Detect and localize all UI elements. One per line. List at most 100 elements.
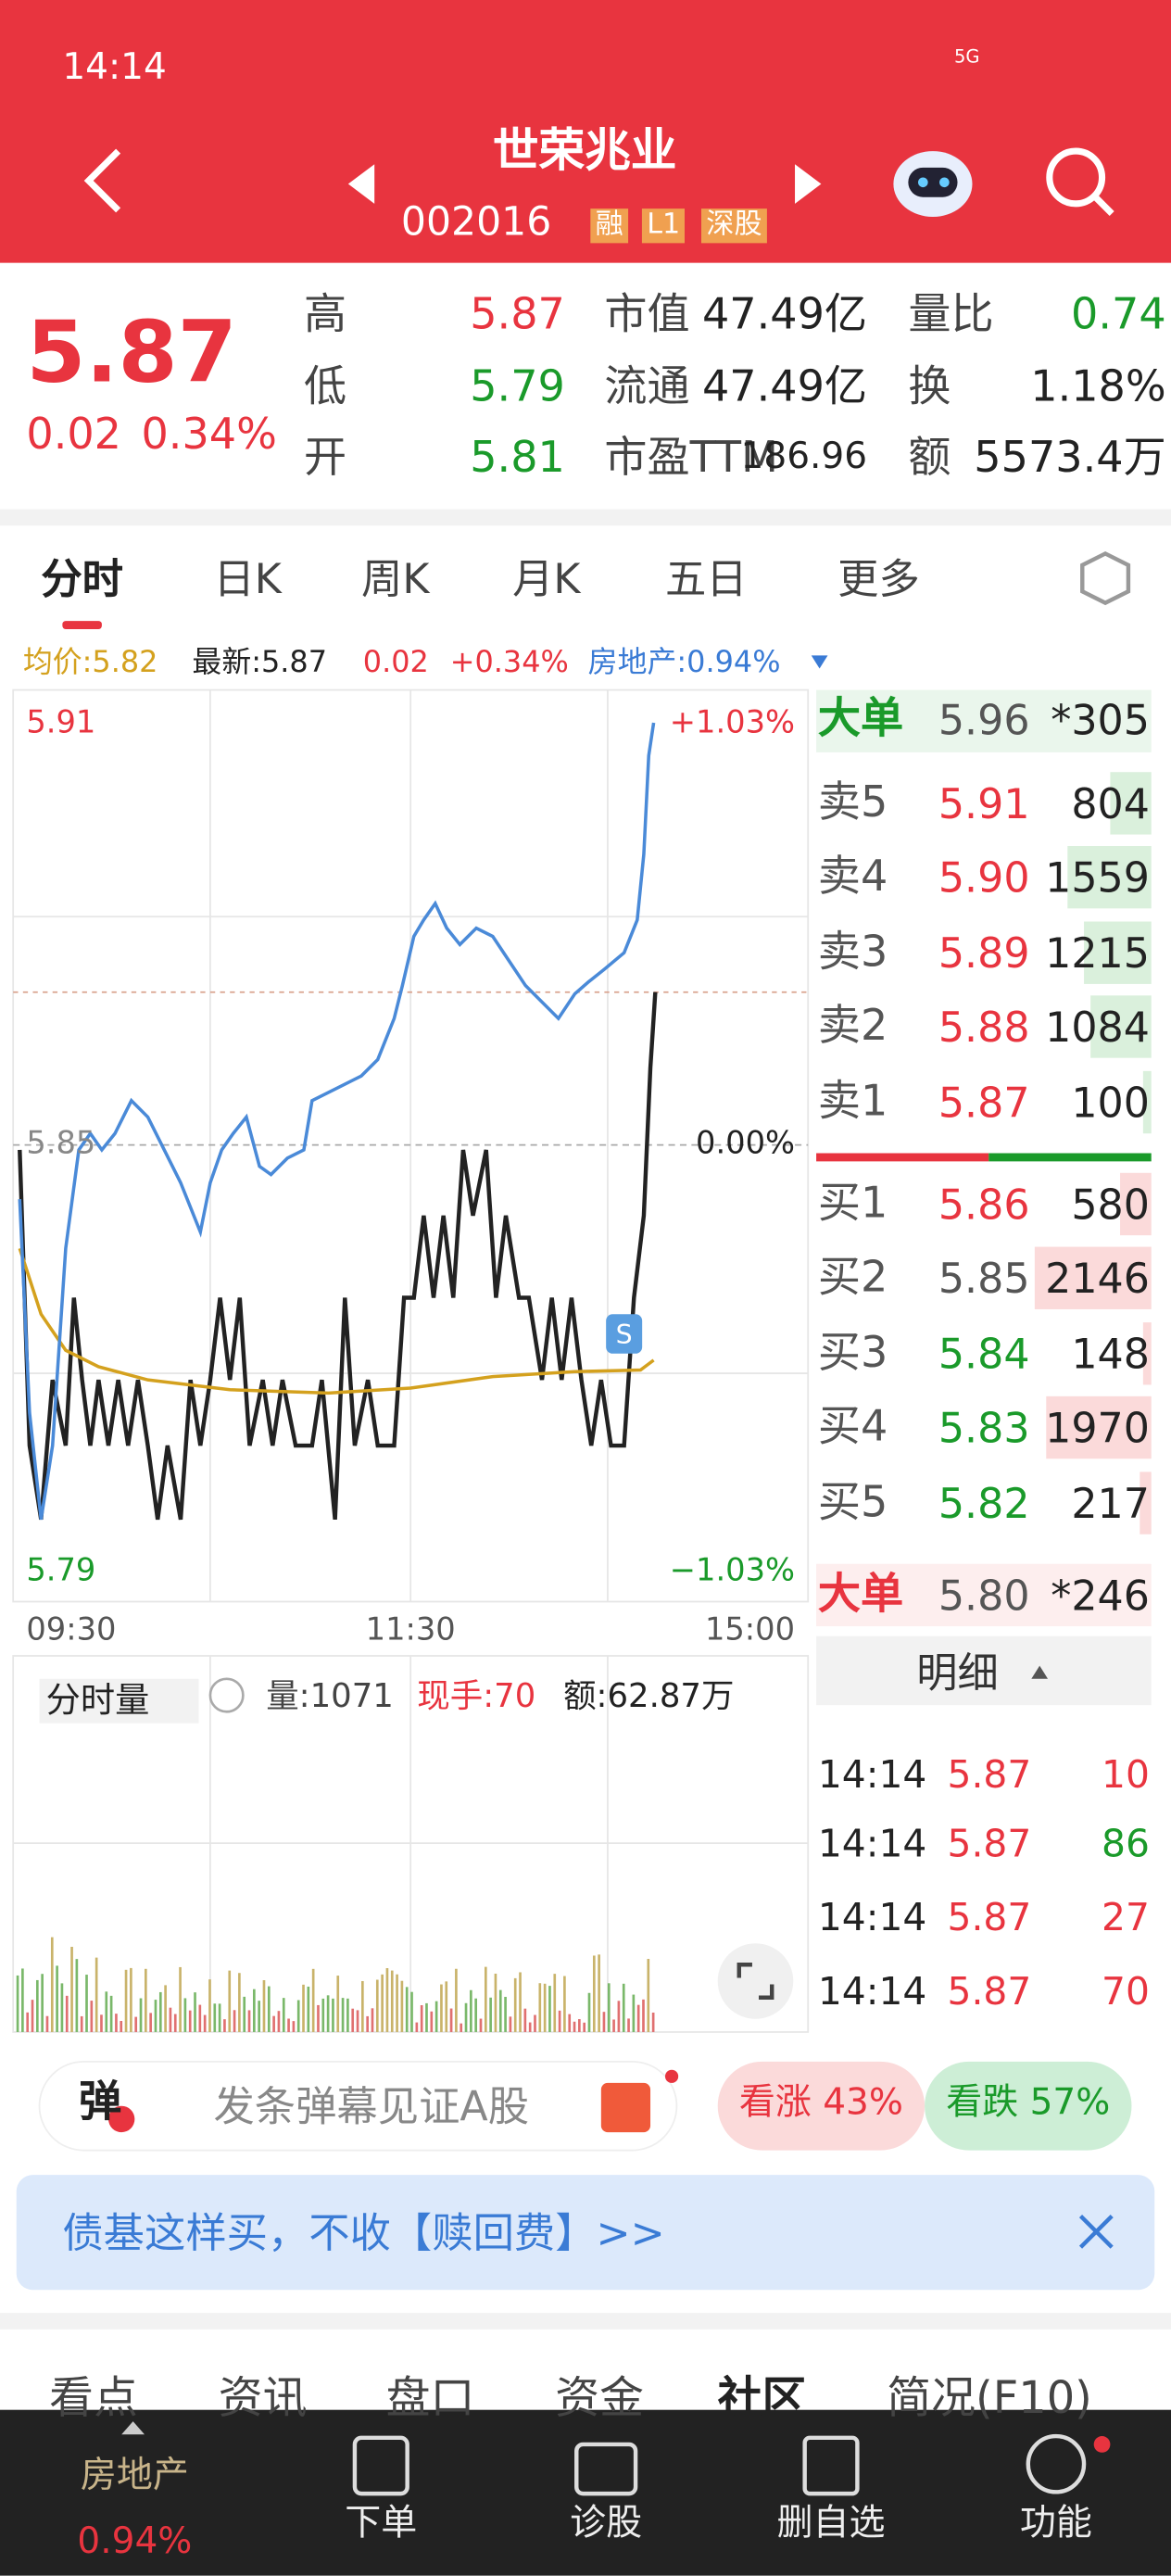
nav-item[interactable]: 功能 [1019, 2503, 1092, 2545]
section-tab[interactable]: 看点 [49, 2372, 138, 2424]
book-price: 5.86 [938, 1180, 1030, 1229]
settings-icon[interactable] [1080, 550, 1131, 606]
time-label: 09:30 [26, 1610, 117, 1648]
volume-bar [602, 2012, 606, 2032]
nav-sector[interactable]: 房地产 [80, 2456, 189, 2497]
nav-item[interactable]: 下单 [345, 2503, 418, 2545]
volume-bar [321, 1998, 325, 2032]
book-volume: 1559 [1045, 852, 1150, 902]
sector-dropdown[interactable] [811, 655, 828, 669]
search-icon[interactable] [1046, 147, 1114, 216]
volume-bar [188, 2010, 192, 2032]
volume-bar [336, 1976, 340, 2032]
tab[interactable]: 月K [512, 554, 581, 602]
volume-selector[interactable]: 分时量 [39, 1677, 199, 1723]
price-line [18, 722, 656, 1521]
danmu-placeholder[interactable]: 发条弹幕见证A股 [213, 2082, 530, 2130]
book-price: 5.80 [938, 1571, 1030, 1620]
volume-bar [326, 1995, 330, 2032]
section-tab[interactable]: 资金 [555, 2372, 644, 2424]
chart-grid [12, 688, 810, 2033]
volume-bar [479, 2018, 483, 2032]
robot-icon[interactable] [893, 151, 973, 218]
book-price: 5.82 [938, 1479, 1030, 1527]
axis-label: 0.00% [696, 1124, 796, 1161]
help-icon[interactable] [208, 1677, 245, 1713]
up-label[interactable]: 看涨 43% [738, 2082, 903, 2125]
down-label[interactable]: 看跌 57% [946, 2082, 1111, 2125]
section-tab[interactable]: 社区 [717, 2372, 807, 2424]
volume-bar [267, 1986, 271, 2032]
danmu-box[interactable] [38, 2060, 678, 2152]
section-tab[interactable]: 简况(F10) [887, 2372, 1092, 2424]
next-icon[interactable] [795, 164, 822, 204]
book-price: 5.96 [938, 695, 1030, 744]
detail-button[interactable]: 明细 [916, 1648, 999, 1697]
book-volume: 1970 [1045, 1403, 1150, 1452]
volume-bar [385, 1968, 389, 2032]
nav-item[interactable]: 诊股 [570, 2503, 643, 2545]
volume-bar [534, 2014, 536, 2032]
volume-bar [65, 1995, 69, 2032]
gift-icon[interactable] [600, 2082, 651, 2133]
menu-icon[interactable] [1026, 2433, 1087, 2494]
volume-bar [105, 1991, 108, 2032]
volume-bar [647, 1959, 650, 2032]
volume-bar [636, 2004, 640, 2032]
up-button[interactable] [717, 2061, 925, 2151]
diagnose-icon[interactable] [574, 2442, 638, 2496]
volume-bar [381, 1974, 384, 2032]
close-icon[interactable] [1078, 2214, 1114, 2249]
banner-bg[interactable] [16, 2175, 1155, 2291]
volume-bar [94, 1957, 98, 2032]
section-tab[interactable]: 资讯 [218, 2372, 308, 2424]
volume-bar [642, 1999, 645, 2032]
section-tab[interactable]: 盘口 [385, 2372, 475, 2424]
tab[interactable]: 周K [361, 554, 430, 602]
sector[interactable]: 房地产:0.94% [587, 645, 781, 680]
axis-label: −1.03% [669, 1551, 796, 1588]
volume-bar [583, 2022, 586, 2032]
volume-bar [85, 1975, 88, 2032]
danmu-icon: 弹 [79, 2077, 122, 2128]
tab[interactable]: 日K [213, 554, 282, 602]
volume-bar [145, 1968, 147, 2032]
order-icon[interactable] [352, 2435, 409, 2496]
volume-bar [553, 1974, 557, 2032]
field-label: 开 [303, 434, 347, 484]
down-button[interactable] [925, 2061, 1132, 2151]
book-price: 5.90 [938, 852, 1030, 902]
axis-label: +1.03% [669, 703, 796, 740]
volume-bar [622, 1983, 625, 2032]
field-value: 47.49亿 [701, 290, 868, 340]
header-bg [0, 0, 1171, 263]
volume-bar [115, 2014, 118, 2032]
book-volume: *246 [1051, 1571, 1150, 1620]
book-volume: 217 [1071, 1479, 1150, 1527]
average-line [18, 1247, 655, 1395]
banner[interactable]: 债基这样买，不收【赎回费】>> [62, 2208, 665, 2256]
percent: 0.34% [141, 410, 277, 461]
book-price: 5.85 [938, 1254, 1030, 1302]
signal-marker[interactable]: S [606, 1314, 643, 1354]
book-volume: 1084 [1045, 1003, 1150, 1051]
trade-price: 5.87 [947, 1970, 1032, 2014]
separator [0, 2313, 1171, 2330]
trade-price: 5.87 [947, 1822, 1032, 1866]
tab[interactable]: 更多 [837, 554, 920, 602]
expand-icon[interactable] [717, 1943, 794, 2019]
volume-bar [430, 2011, 434, 2032]
remove-icon[interactable] [802, 2435, 860, 2496]
nav-arrow [121, 2421, 145, 2435]
stock-name: 世荣兆业 [492, 122, 677, 178]
back-icon[interactable] [83, 148, 121, 213]
tab[interactable]: 分时 [41, 554, 123, 602]
prev-icon[interactable] [347, 164, 375, 204]
trade-time: 14:14 [817, 1896, 927, 1939]
tab[interactable]: 五日 [664, 554, 748, 602]
volume-bar [194, 1992, 196, 2032]
volume-bar [233, 2010, 236, 2032]
nav-item[interactable]: 删自选 [776, 2503, 886, 2545]
